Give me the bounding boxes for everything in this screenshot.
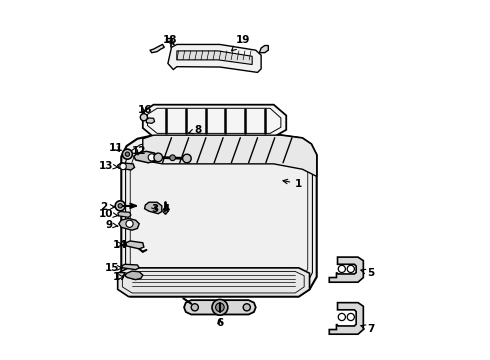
Circle shape — [120, 163, 126, 170]
Circle shape — [148, 154, 155, 161]
Polygon shape — [125, 271, 143, 280]
Polygon shape — [122, 264, 139, 270]
Circle shape — [140, 114, 147, 121]
Polygon shape — [143, 135, 317, 176]
Text: 6: 6 — [216, 319, 223, 328]
Polygon shape — [177, 51, 252, 64]
Circle shape — [216, 303, 224, 312]
Polygon shape — [143, 105, 286, 137]
Polygon shape — [145, 202, 162, 214]
Text: 10: 10 — [98, 209, 119, 219]
Circle shape — [154, 153, 163, 162]
Circle shape — [338, 265, 345, 273]
Polygon shape — [134, 151, 157, 163]
Circle shape — [338, 314, 345, 320]
Text: 4: 4 — [163, 204, 170, 214]
Circle shape — [183, 154, 191, 163]
Polygon shape — [259, 45, 269, 53]
Polygon shape — [184, 300, 256, 315]
Polygon shape — [329, 257, 364, 282]
Polygon shape — [147, 118, 155, 123]
Text: 3: 3 — [151, 204, 159, 214]
Circle shape — [122, 149, 132, 159]
Circle shape — [347, 314, 354, 320]
Text: 8: 8 — [189, 125, 202, 135]
Circle shape — [126, 220, 133, 227]
Circle shape — [115, 201, 125, 211]
Text: 18: 18 — [163, 35, 177, 45]
Polygon shape — [119, 219, 139, 230]
Polygon shape — [118, 163, 135, 170]
Text: 1: 1 — [283, 179, 302, 189]
Text: 13: 13 — [98, 161, 119, 171]
Circle shape — [191, 304, 198, 311]
Text: 14: 14 — [112, 239, 127, 249]
Circle shape — [243, 304, 250, 311]
Text: 2: 2 — [100, 202, 115, 212]
Circle shape — [170, 155, 175, 161]
Circle shape — [163, 208, 168, 213]
Polygon shape — [118, 268, 310, 297]
Text: 19: 19 — [232, 35, 250, 51]
Polygon shape — [168, 44, 261, 72]
Text: 11: 11 — [109, 143, 123, 153]
Circle shape — [212, 300, 228, 315]
Polygon shape — [126, 241, 144, 249]
Polygon shape — [150, 44, 164, 53]
Text: 17: 17 — [112, 272, 127, 282]
Polygon shape — [122, 135, 317, 297]
Text: 7: 7 — [361, 324, 374, 334]
Polygon shape — [166, 39, 172, 41]
Text: 16: 16 — [137, 105, 152, 115]
Polygon shape — [329, 303, 364, 334]
Polygon shape — [118, 212, 131, 217]
Text: 5: 5 — [361, 268, 374, 278]
Circle shape — [118, 204, 122, 208]
Circle shape — [125, 152, 129, 156]
Circle shape — [347, 265, 354, 273]
Text: 15: 15 — [105, 263, 122, 273]
Text: 12: 12 — [132, 146, 147, 156]
Text: 9: 9 — [105, 220, 118, 230]
